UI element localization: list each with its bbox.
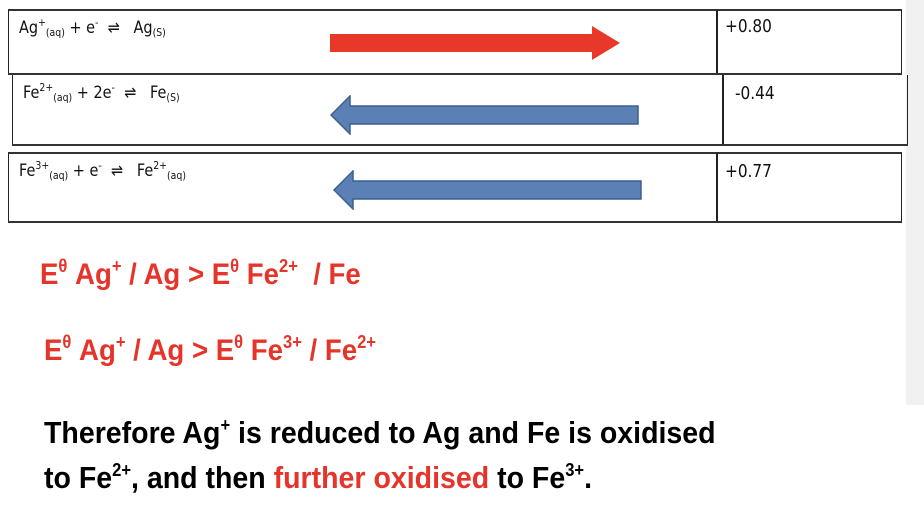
half-equation: Ag+(aq) + e- ⇌ Ag(S): [19, 16, 166, 39]
electrode-potential: +0.77: [725, 161, 772, 182]
table-row: Fe2+(aq) + 2e- ⇌ Fe(S) -0.44: [12, 75, 908, 145]
conclusion-line-1: Therefore Ag+ is reduced to Ag and Fe is…: [44, 415, 716, 450]
arrow-right-icon: [330, 26, 620, 60]
table-border: [8, 9, 902, 11]
table-row: Ag+(aq) + e- ⇌ Ag(S) +0.80: [8, 10, 902, 74]
comparison-line: Eθ Ag+ / Ag > Eθ Fe3+ / Fe2+: [44, 332, 376, 367]
electrode-potential: -0.44: [735, 83, 775, 104]
half-equation: Fe2+(aq) + 2e- ⇌ Fe(S): [23, 81, 180, 104]
page-edge: [906, 0, 924, 405]
half-equation: Fe3+(aq) + e- ⇌ Fe2+(aq): [19, 159, 186, 182]
conclusion-line-2: to Fe2+, and then further oxidised to Fe…: [44, 460, 593, 495]
table-row: Fe3+(aq) + e- ⇌ Fe2+(aq) +0.77: [8, 153, 902, 222]
highlighted-text: further oxidised: [273, 460, 490, 495]
arrow-left-icon: [333, 170, 642, 210]
arrow-left-icon: [330, 95, 639, 135]
electrode-potential: +0.80: [725, 16, 772, 37]
comparison-line: Eθ Ag+ / Ag > Eθ Fe2+ / Fe: [40, 256, 361, 291]
